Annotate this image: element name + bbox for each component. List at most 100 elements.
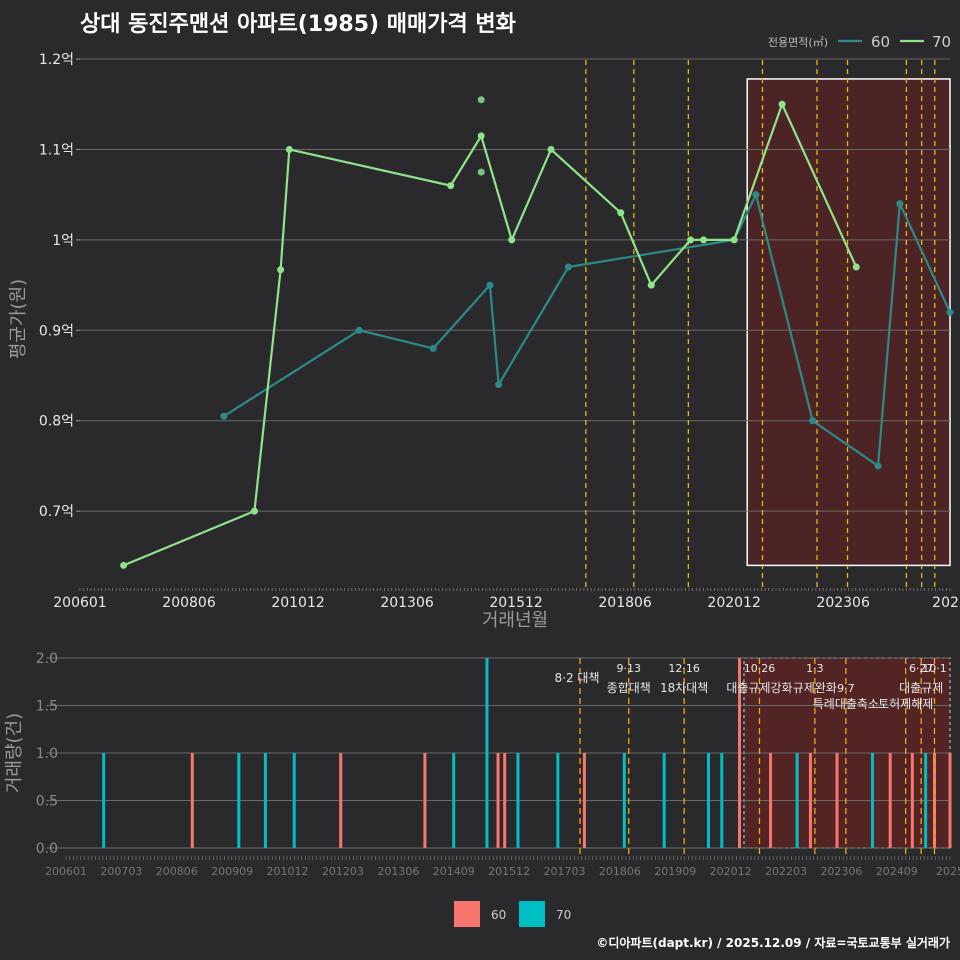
highlight-region (746, 78, 951, 567)
data-point-60 (429, 344, 437, 352)
volume-bar-60 (582, 753, 586, 848)
x-tick-label: 201012 (267, 865, 309, 878)
legend-label-60: 60 (491, 908, 506, 922)
volume-bar-60 (769, 753, 773, 848)
legend-label-60: 60 (871, 33, 890, 51)
y-tick-label: 1억 (52, 233, 74, 249)
chart-title: 상대 동진주맨션 아파트(1985) 매매가격 변화 (80, 12, 516, 37)
volume-bar-70 (485, 658, 489, 848)
data-point-60 (220, 412, 228, 420)
y-tick-label: 0.0 (36, 841, 58, 857)
x-tick-label: 200806 (156, 865, 198, 878)
x-tick-label: 200909 (211, 865, 253, 878)
volume-chart-panel: 0.0 0.5 1.0 1.5 2.0 8·2 대책 9·13 종합대책 12·16 18차대책 1… (4, 651, 960, 927)
x-tick-label: 200601 (53, 595, 106, 611)
volume-bar-70 (720, 753, 724, 848)
x-tick-label: 202306 (820, 865, 862, 878)
y-tick-label: 1.5 (36, 699, 58, 715)
x-tick-label: 202012 (710, 865, 752, 878)
volume-bar-60 (808, 753, 812, 848)
data-point-70 (730, 236, 738, 244)
y-tick-label: 1.0 (36, 746, 58, 762)
data-point-60 (752, 191, 760, 199)
x-tick-label: 201012 (271, 595, 324, 611)
x-tick-label: 202306 (816, 595, 870, 611)
data-point-60 (564, 263, 572, 271)
data-point-70 (547, 145, 555, 153)
y-axis-title: 평균가(원) (8, 279, 29, 359)
data-point-60 (946, 308, 954, 316)
x-axis-title: 거래년월 (482, 610, 548, 631)
policy-date: 10·26 (744, 662, 776, 675)
policy-label: 8·2 대책 (555, 670, 600, 685)
volume-bar-60 (910, 753, 914, 848)
data-point-70 (277, 266, 285, 274)
volume-bar-70 (102, 753, 106, 848)
volume-bar-70 (516, 753, 520, 848)
policy-date: 1·3 (806, 662, 824, 675)
volume-bar-70 (292, 753, 296, 848)
volume-bar-70 (924, 753, 928, 848)
volume-bar-60 (423, 753, 427, 848)
volume-bar-70 (263, 753, 267, 848)
x-tick-label: 201409 (433, 865, 475, 878)
policy-label: 규제완화 (793, 681, 837, 695)
policy-label: 대출규제강화 (726, 681, 792, 695)
volume-bar-60 (496, 753, 500, 848)
data-point-60 (495, 381, 503, 389)
volume-bar-70 (795, 753, 799, 848)
data-point-70 (285, 145, 293, 153)
x-tick-label: 201703 (543, 865, 585, 878)
policy-date: 9·7 (837, 682, 855, 695)
data-point-70 (508, 236, 516, 244)
legend: 전용면적(㎡) 60 70 (768, 33, 951, 51)
data-point-70 (477, 96, 485, 104)
series-line-60 (223, 193, 951, 468)
data-point-60 (486, 281, 494, 289)
policy-label: 토허제해제 (878, 697, 933, 711)
legend-swatch-70 (519, 901, 545, 927)
data-point-70 (687, 236, 695, 244)
x-tick-label: 201806 (598, 595, 652, 611)
policy-date: 6·27 (909, 662, 934, 675)
volume-bar-70 (870, 753, 874, 848)
legend-label-70: 70 (556, 908, 571, 922)
x-tick-label: 202409 (876, 865, 918, 878)
volume-bar-70 (707, 753, 711, 848)
policy-label: 특례대출축소 (813, 697, 879, 711)
volume-bar-60 (835, 753, 839, 848)
x-tick-label: 201203 (322, 865, 364, 878)
volume-bar-70 (237, 753, 241, 848)
credit-text: ©디아파트(dapt.kr) / 2025.12.09 / 자료=국토교통부 실… (596, 936, 950, 950)
data-point-70 (647, 281, 655, 289)
policy-label: 대출규제 (899, 681, 943, 695)
data-point-60 (355, 326, 363, 334)
x-tick-label: 2025 (932, 595, 960, 611)
x-tick-label: 201512 (488, 865, 530, 878)
data-point-70 (778, 100, 786, 108)
y-tick-label: 0.8억 (39, 414, 74, 430)
volume-bar-60 (888, 753, 892, 848)
price-chart-panel: 0.7억 0.8억 0.9억 1억 1.1억 1.2억 200601 200806 201012… (8, 33, 960, 631)
legend: 60 70 (454, 901, 571, 927)
policy-label: 종합대책 (607, 680, 651, 695)
x-tick-label: 201306 (380, 595, 434, 611)
x-tick-label: 201806 (599, 865, 641, 878)
data-point-70 (617, 209, 625, 217)
legend-swatch-60 (454, 901, 480, 927)
volume-bar-70 (662, 753, 666, 848)
y-tick-label: 1.2억 (39, 52, 74, 68)
x-tick-label: 2025 (936, 865, 960, 878)
data-point-70 (477, 168, 485, 176)
data-point-70 (700, 236, 708, 244)
y-tick-label: 0.7억 (39, 504, 74, 520)
x-tick-label: 201306 (377, 865, 419, 878)
x-tick-label: 202012 (707, 595, 760, 611)
volume-bar-60 (503, 753, 507, 848)
volume-bar-60 (190, 753, 194, 848)
policy-label: 18차대책 (660, 680, 708, 695)
y-tick-label: 0.9억 (39, 323, 74, 339)
data-point-60 (896, 200, 904, 208)
policy-date: 10·1 (922, 662, 947, 675)
